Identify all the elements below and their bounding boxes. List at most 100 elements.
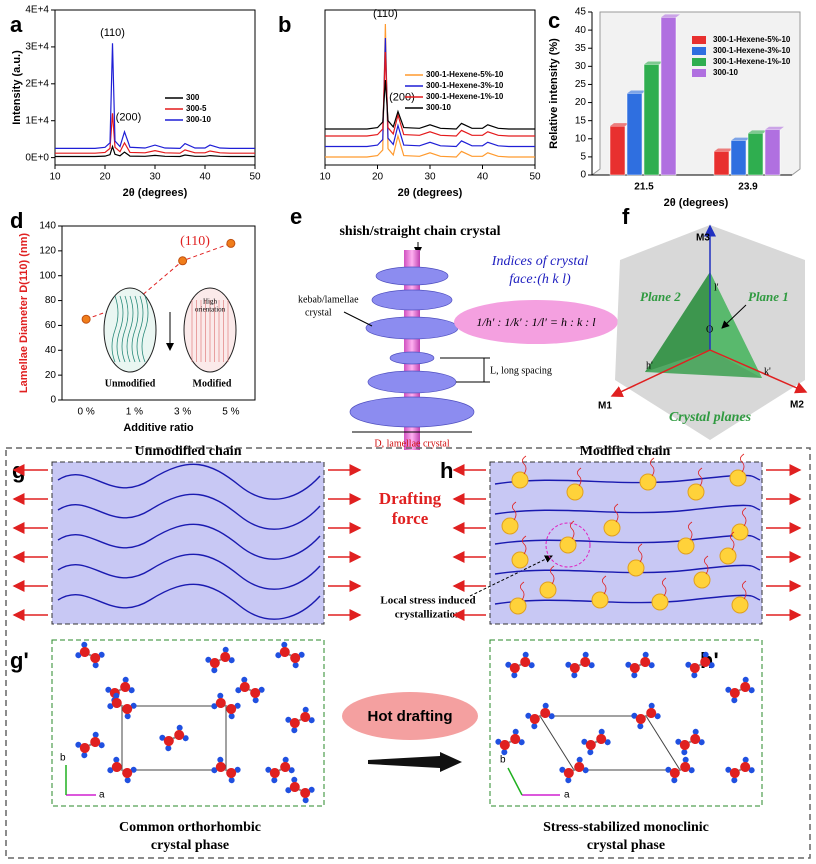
axis-b: b [500, 755, 506, 766]
atom [288, 767, 295, 774]
chain [57, 493, 321, 530]
particle [511, 471, 529, 489]
atom [250, 688, 261, 698]
atom [548, 713, 555, 720]
particle [591, 591, 609, 609]
panel-label: g' [10, 648, 29, 673]
atom [105, 686, 112, 693]
f-axis: M3 [696, 233, 710, 244]
atom [226, 768, 237, 778]
stress-label: Local stress induced [380, 595, 475, 607]
f-plane: Plane 2 [640, 289, 681, 304]
e-indices: Indices of crystal [491, 254, 589, 269]
molecule [265, 756, 295, 784]
atom [725, 766, 732, 773]
molecule [107, 756, 137, 784]
x-axis-label: Additive ratio [123, 422, 194, 434]
bar [626, 93, 643, 176]
atom [302, 797, 309, 804]
atom [165, 745, 172, 752]
side-chain [698, 467, 703, 487]
atom [282, 756, 289, 763]
atom [300, 788, 311, 798]
atom [582, 767, 589, 774]
side-chain [570, 520, 575, 540]
panel-label: d [10, 208, 23, 233]
atom [688, 767, 695, 774]
atom [228, 713, 235, 720]
side-chain [520, 581, 525, 601]
legend-swatch [692, 58, 706, 66]
atom [682, 756, 689, 763]
y-tick-label: 0E+0 [25, 152, 49, 163]
atom [598, 728, 605, 735]
atom [130, 766, 137, 773]
trend-line [85, 242, 232, 320]
atom [692, 728, 699, 735]
e-kebab: kebab/lamellae [298, 294, 359, 305]
f-point: h' [646, 360, 653, 371]
particle [731, 523, 749, 541]
y-tick-label: 4E+4 [25, 5, 49, 16]
atom [241, 676, 248, 683]
e-spacing: L, long spacing [490, 365, 552, 376]
series-line [325, 79, 535, 130]
legend-label: 300-5 [186, 104, 207, 113]
series-line [55, 144, 255, 158]
x-tick-label: 3 % [174, 407, 191, 418]
legend-label: 300-1-Hexene-1%-10 [426, 92, 504, 101]
atom [731, 777, 738, 784]
particle [501, 517, 519, 535]
atom [640, 657, 651, 667]
x-tick-label: 5 % [222, 407, 239, 418]
atom [209, 658, 220, 668]
annotation: (200) [116, 112, 142, 124]
y-tick-label: 120 [39, 245, 56, 256]
molecule [205, 646, 235, 674]
atom [574, 762, 585, 772]
atom [582, 651, 589, 658]
molecule [675, 728, 705, 756]
atom [281, 641, 288, 648]
x-tick-label: 20 [372, 172, 384, 183]
atom [107, 767, 114, 774]
chain [136, 295, 144, 363]
particle [687, 483, 705, 501]
chain [494, 474, 761, 485]
h-title: Modified chain [580, 444, 671, 459]
atom [748, 767, 755, 774]
molecule [665, 756, 695, 784]
molecule [275, 641, 305, 669]
x-tick-label: 1 % [126, 407, 143, 418]
atom [708, 662, 715, 669]
legend-label: 300-10 [426, 103, 451, 112]
particle [729, 469, 747, 487]
molecule [235, 676, 265, 704]
atom [215, 698, 226, 708]
annotation: (110) [180, 234, 210, 249]
particle [603, 519, 621, 537]
atom [217, 692, 224, 699]
g-caption: Common orthorhombic [119, 820, 261, 835]
y-tick-label: 35 [575, 43, 587, 54]
side-chain [602, 575, 607, 595]
x-tick-label: 23.9 [738, 182, 758, 193]
atom [625, 661, 632, 668]
panel-f: M3 M2 M1 Plane 2 Plane 1 l' h' k' O Crys… [598, 224, 808, 440]
x-tick-label: 0 % [78, 407, 95, 418]
y-tick-label: 80 [45, 295, 57, 306]
chain [494, 534, 761, 545]
atom [215, 762, 226, 772]
atom [265, 766, 272, 773]
atom [499, 740, 510, 750]
e-kebab: crystal [305, 307, 332, 318]
atom [217, 756, 224, 763]
side-chain [742, 580, 747, 600]
annotation: (200) [389, 91, 415, 103]
atom [679, 740, 690, 750]
x-tick-label: 10 [49, 172, 61, 183]
atom [629, 663, 640, 673]
side-chain [704, 555, 709, 575]
force-label: Drafting [379, 489, 442, 508]
f-caption: Crystal planes [669, 410, 752, 425]
